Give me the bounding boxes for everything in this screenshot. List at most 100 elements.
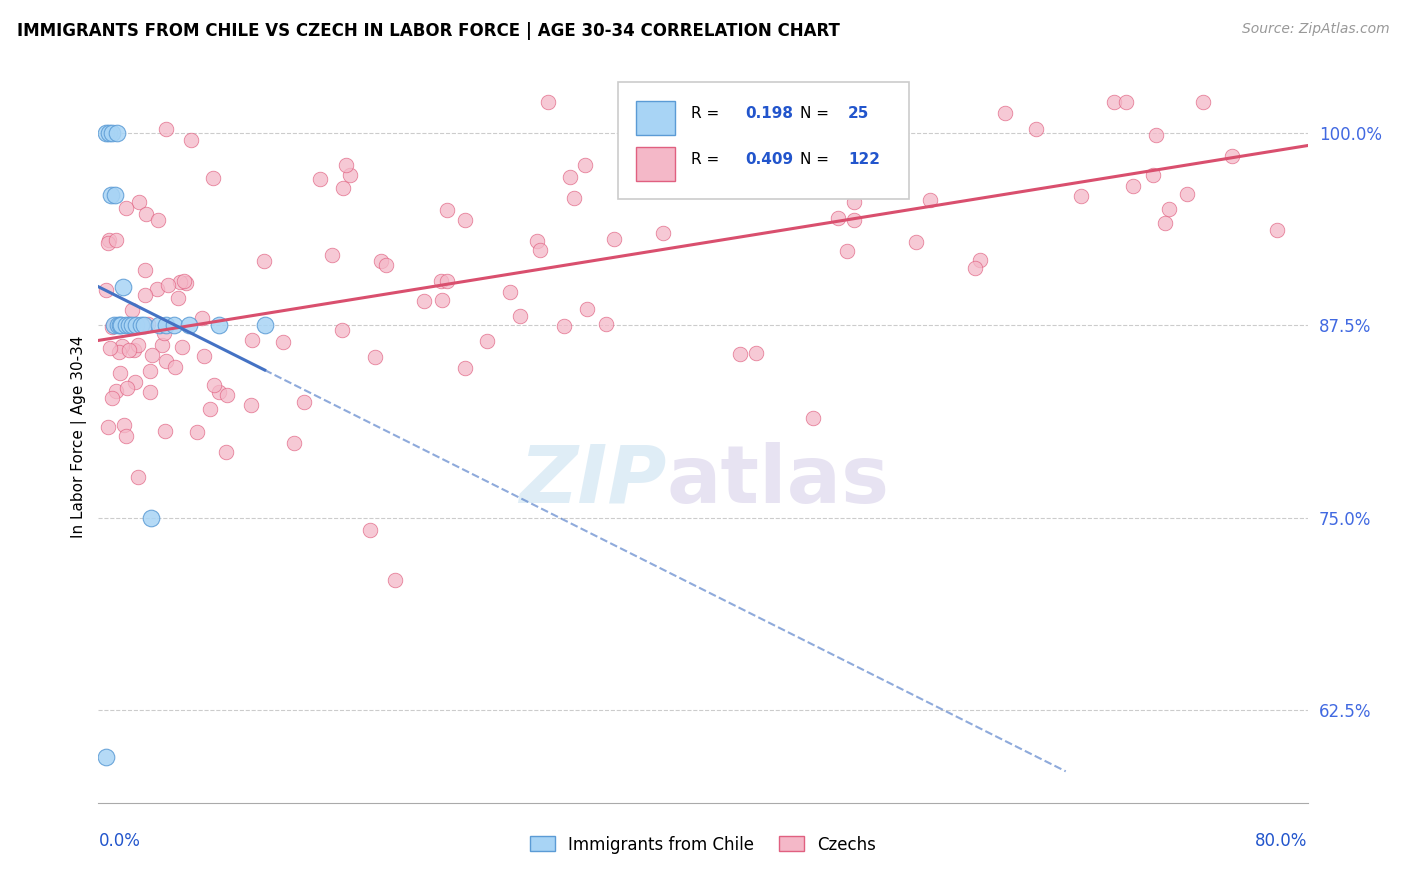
Point xyxy=(651,226,673,240)
Point xyxy=(1122,178,1144,193)
Point xyxy=(128,195,150,210)
Point xyxy=(271,335,294,350)
Point xyxy=(148,318,170,333)
Point xyxy=(384,573,406,587)
Text: 0.409: 0.409 xyxy=(745,152,793,167)
Point xyxy=(652,176,675,190)
Point xyxy=(835,244,858,258)
Point xyxy=(122,343,145,358)
Point xyxy=(155,354,177,368)
Point xyxy=(537,95,560,110)
Point xyxy=(994,106,1017,120)
Point xyxy=(595,317,617,331)
Point xyxy=(240,333,263,347)
Point xyxy=(173,274,195,288)
Text: R =: R = xyxy=(690,105,724,120)
Point xyxy=(101,391,124,405)
Point xyxy=(157,278,180,293)
Point xyxy=(170,340,193,354)
Point xyxy=(134,263,156,277)
Text: IMMIGRANTS FROM CHILE VS CZECH IN LABOR FORCE | AGE 30-34 CORRELATION CHART: IMMIGRANTS FROM CHILE VS CZECH IN LABOR … xyxy=(17,22,839,40)
Point xyxy=(98,233,121,247)
Point xyxy=(139,364,162,378)
Point xyxy=(163,318,186,333)
Point xyxy=(96,283,118,297)
Text: atlas: atlas xyxy=(666,442,890,520)
Point xyxy=(201,171,224,186)
Text: 122: 122 xyxy=(848,152,880,167)
Point xyxy=(436,275,458,289)
Point xyxy=(430,293,453,307)
Point xyxy=(575,301,598,316)
Point xyxy=(190,310,212,325)
Point xyxy=(1115,95,1137,110)
Point xyxy=(603,232,626,246)
Point xyxy=(108,366,131,380)
Point xyxy=(969,252,991,267)
Point xyxy=(208,318,231,333)
Point xyxy=(198,402,221,417)
Point xyxy=(412,293,434,308)
Point xyxy=(454,213,477,227)
Point xyxy=(127,470,149,484)
Point xyxy=(121,318,143,333)
Point xyxy=(728,347,751,361)
Point xyxy=(104,233,127,247)
Point xyxy=(1159,202,1181,217)
FancyBboxPatch shape xyxy=(637,147,675,181)
Point xyxy=(138,317,160,331)
Point xyxy=(103,318,125,333)
Point xyxy=(98,341,121,355)
Point xyxy=(179,318,201,333)
Point xyxy=(146,282,169,296)
Point xyxy=(169,275,191,289)
Point xyxy=(101,320,124,334)
Point xyxy=(132,318,155,333)
Point xyxy=(141,511,163,525)
Point xyxy=(330,323,353,337)
Point xyxy=(332,181,354,195)
Point xyxy=(253,253,276,268)
Point xyxy=(801,410,824,425)
Point xyxy=(202,377,225,392)
Point xyxy=(1104,95,1126,110)
Point xyxy=(1220,149,1243,163)
Text: 0.198: 0.198 xyxy=(745,105,793,120)
Point xyxy=(339,168,361,182)
Point xyxy=(134,288,156,302)
Point xyxy=(114,429,136,443)
Point xyxy=(166,292,188,306)
Point xyxy=(1024,121,1046,136)
FancyBboxPatch shape xyxy=(637,102,675,135)
Point xyxy=(918,193,941,207)
Y-axis label: In Labor Force | Age 30-34: In Labor Force | Age 30-34 xyxy=(72,335,87,539)
Point xyxy=(745,346,768,360)
Point xyxy=(283,435,305,450)
Point xyxy=(111,338,134,352)
Point xyxy=(108,345,131,359)
Point xyxy=(526,234,548,248)
Point xyxy=(215,445,238,459)
Point xyxy=(107,318,129,333)
Point xyxy=(104,384,127,398)
Point xyxy=(240,398,263,412)
Point xyxy=(321,247,343,261)
Legend: Immigrants from Chile, Czechs: Immigrants from Chile, Czechs xyxy=(523,829,883,860)
Point xyxy=(477,334,499,348)
Point xyxy=(135,207,157,221)
Point xyxy=(844,194,866,209)
Point xyxy=(165,359,187,374)
Point xyxy=(155,121,177,136)
Point xyxy=(117,380,139,394)
Point xyxy=(155,318,177,333)
Point xyxy=(125,318,148,333)
Point xyxy=(1192,95,1215,110)
Point xyxy=(292,395,315,409)
Point xyxy=(150,338,173,352)
Point xyxy=(309,172,332,186)
Point xyxy=(965,260,987,275)
Point xyxy=(215,387,238,401)
Point xyxy=(193,349,215,363)
Point xyxy=(139,385,162,400)
Point xyxy=(1154,216,1177,230)
